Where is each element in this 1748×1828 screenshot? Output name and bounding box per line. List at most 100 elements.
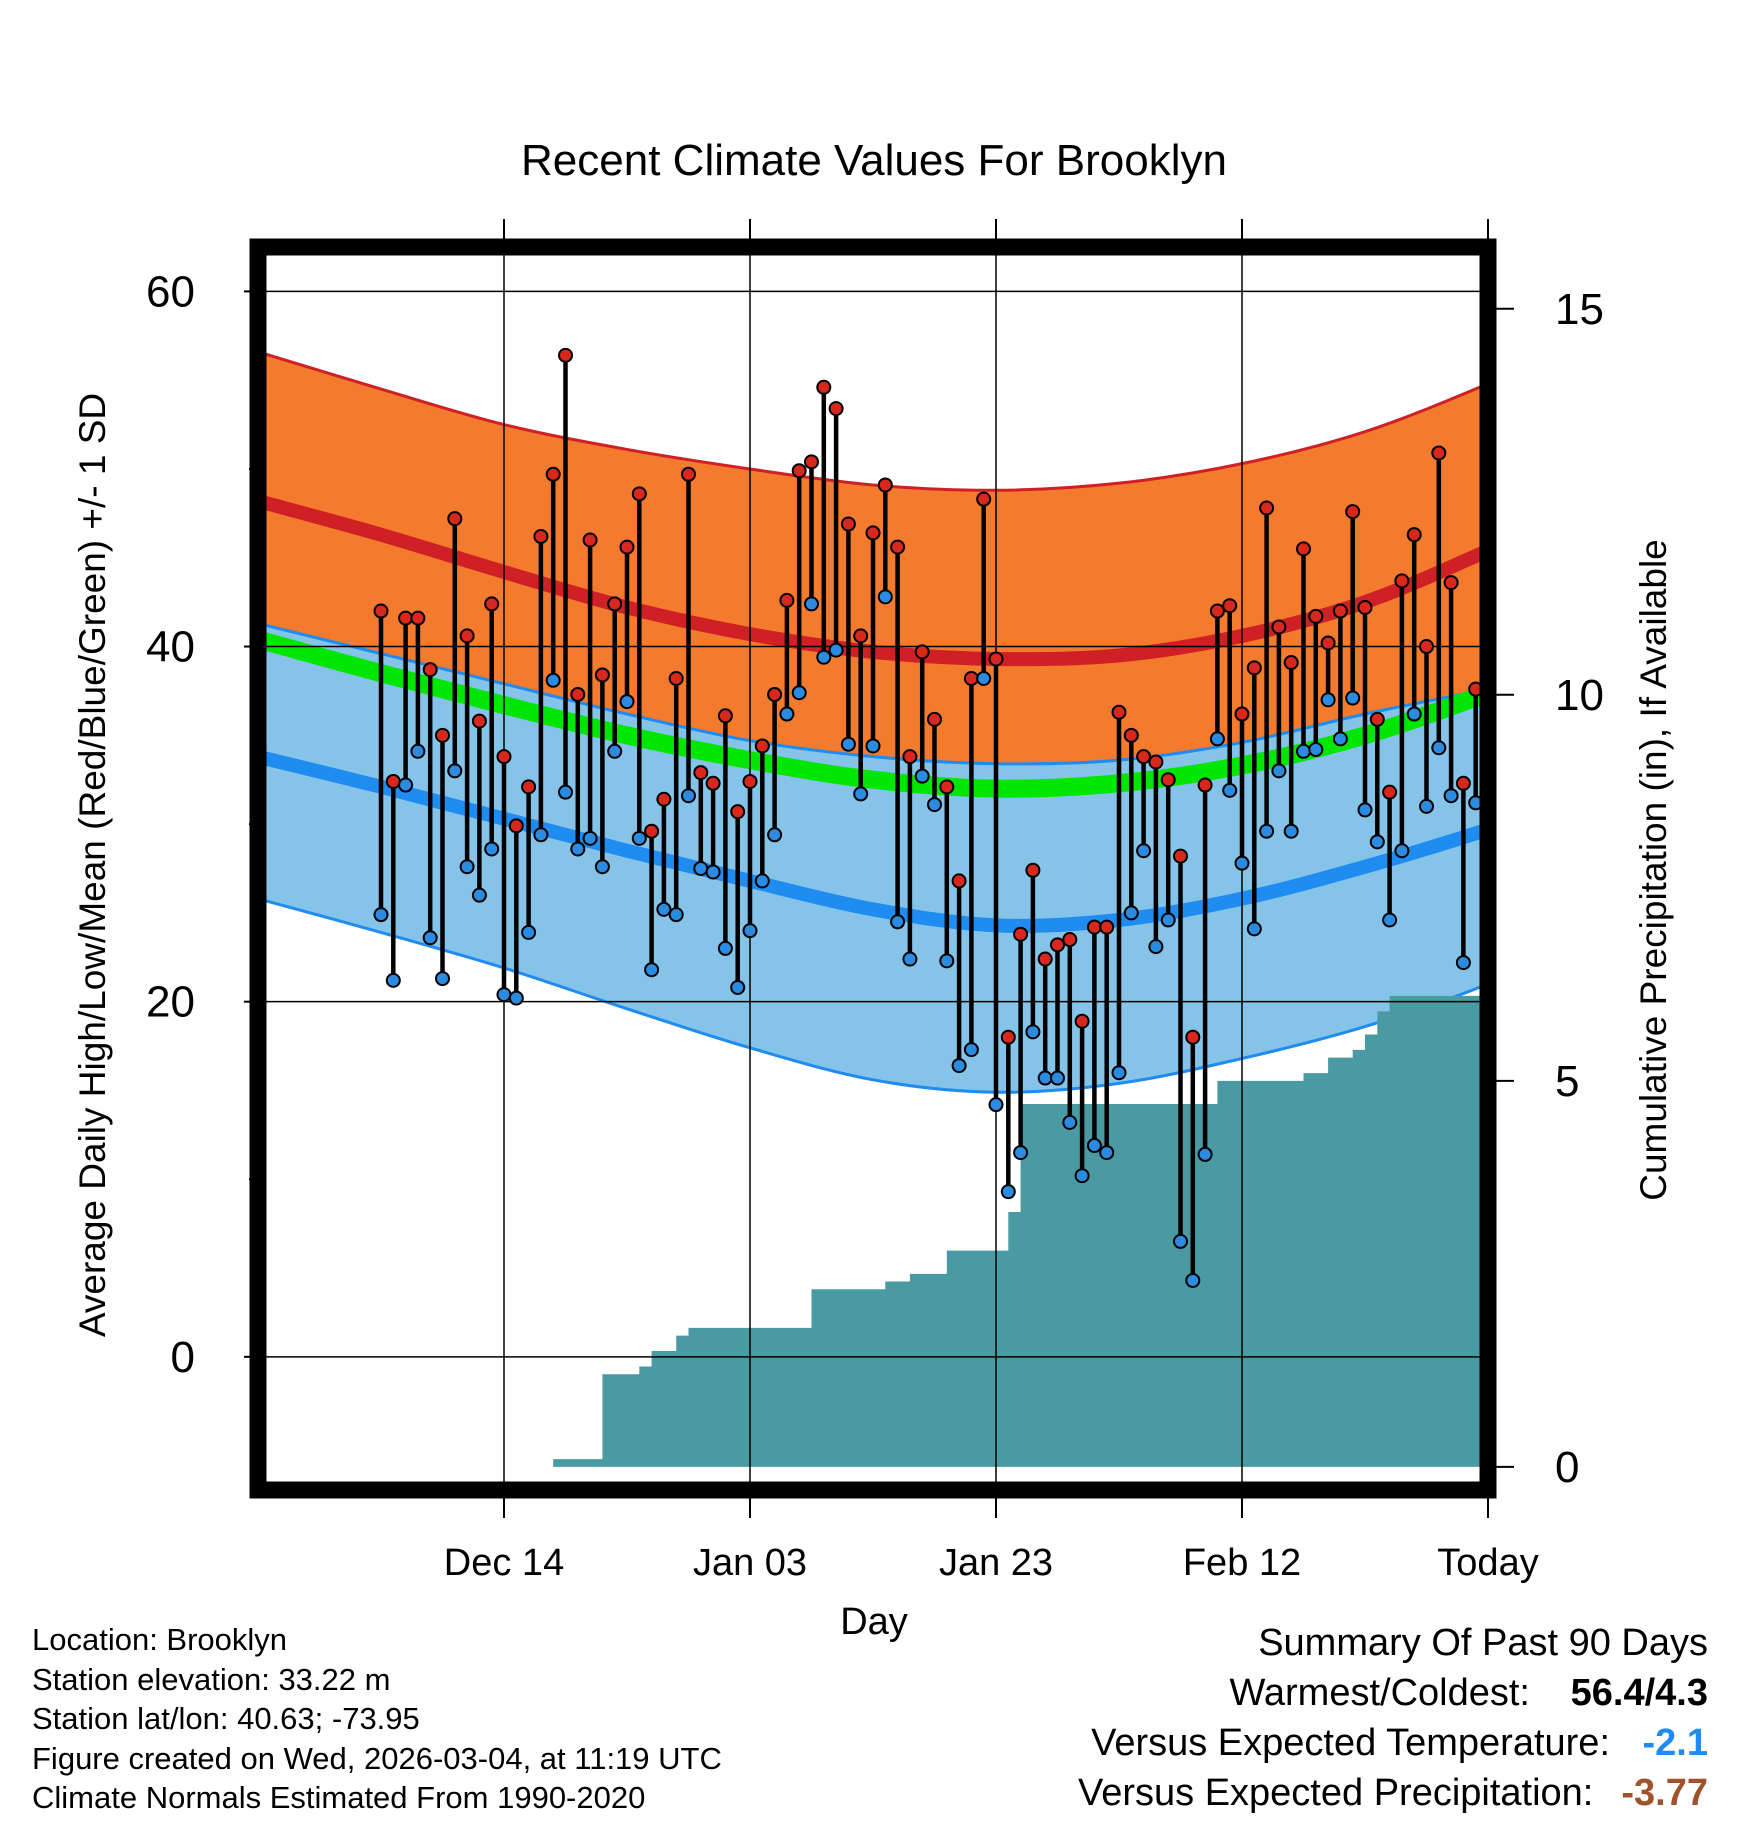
daily-high-dot (705, 775, 721, 791)
daily-high-dot (1111, 704, 1127, 720)
daily-low-dot (890, 914, 906, 930)
daily-low-dot (1369, 834, 1385, 850)
daily-low-dot (1308, 742, 1324, 758)
daily-low-dot (422, 930, 438, 946)
daily-high-dot (1037, 951, 1053, 967)
temp-row: Versus Expected Temperature: -2.1 (1078, 1718, 1708, 1768)
daily-low-dot (963, 1042, 979, 1058)
daily-low-dot (927, 797, 942, 813)
daily-high-dot (779, 592, 795, 608)
daily-high-dot (791, 463, 807, 479)
temp-value: -2.1 (1642, 1722, 1708, 1764)
daily-high-dot (1382, 784, 1398, 800)
normals-text: Climate Normals Estimated From 1990-2020 (32, 1780, 646, 1815)
daily-high-dot (1123, 727, 1139, 743)
daily-high-dot (1000, 1029, 1016, 1045)
precip-row: Versus Expected Precipitation: -3.77 (1078, 1768, 1708, 1818)
y-tick-label: 0 (171, 1333, 195, 1382)
station-info: Location: Brooklyn Station elevation: 33… (32, 1620, 722, 1818)
daily-low-dot (1394, 843, 1410, 859)
y2-tick-label: 5 (1555, 1057, 1579, 1106)
daily-low-dot (373, 907, 389, 923)
daily-low-dot (594, 859, 610, 875)
daily-low-dot (840, 736, 856, 752)
daily-low-dot (976, 670, 992, 686)
daily-high-dot (988, 651, 1004, 667)
daily-low-dot (865, 738, 881, 754)
warm-cold-row: Warmest/Coldest: 56.4/4.3 (1078, 1668, 1708, 1718)
daily-low-dot (1050, 1070, 1065, 1086)
daily-high-dot (828, 401, 844, 417)
daily-high-dot (435, 727, 450, 743)
daily-high-dot (1246, 660, 1262, 676)
x-tick-label: Feb 12 (1183, 1542, 1301, 1584)
daily-low-dot (705, 864, 721, 880)
daily-high-dot (717, 708, 733, 724)
daily-low-dot (570, 841, 586, 857)
daily-low-dot (902, 951, 918, 967)
daily-low-dot (1185, 1272, 1201, 1288)
daily-low-dot (988, 1097, 1004, 1113)
daily-low-dot (521, 924, 537, 940)
y-tick-label: 40 (146, 623, 195, 672)
normal-high-line (258, 494, 1488, 667)
daily-low-dot (582, 830, 598, 846)
daily-low-dot (730, 979, 746, 995)
daily-high-dot (570, 686, 586, 702)
daily-high-dot (668, 670, 684, 686)
daily-high-dot (385, 773, 401, 789)
daily-high-dot (1099, 919, 1115, 935)
daily-high-dot (521, 779, 537, 795)
daily-low-dot (1000, 1184, 1016, 1200)
precip-label: Versus Expected Precipitation: (1077, 1772, 1594, 1814)
daily-high-dot (1394, 573, 1410, 589)
daily-high-dot (877, 477, 893, 493)
daily-high-dot (422, 662, 438, 678)
daily-high-dot (1050, 937, 1065, 953)
daily-high-dot (1013, 926, 1029, 942)
daily-high-dot (447, 511, 463, 527)
daily-low-dot (631, 830, 647, 846)
daily-low-dot (1259, 823, 1275, 839)
daily-low-dot (693, 861, 709, 876)
daily-high-dot (1160, 772, 1176, 788)
daily-high-dot (681, 466, 696, 482)
daily-low-dot (1099, 1145, 1115, 1161)
daily-low-dot (1332, 731, 1348, 747)
x-tick-label: Today (1437, 1542, 1538, 1584)
daily-low-dot (1345, 690, 1361, 706)
daily-low-dot (1074, 1168, 1090, 1184)
daily-low-dot (1013, 1145, 1029, 1161)
daily-high-dot (619, 539, 635, 555)
daily-high-dot (644, 823, 660, 839)
daily-high-dot (804, 454, 819, 470)
y2-axis-label: Cumulative Precipitation (in), If Availa… (1633, 539, 1674, 1201)
daily-low-dot (656, 901, 672, 917)
daily-low-dot (828, 642, 844, 658)
daily-low-dot (1443, 788, 1459, 804)
daily-high-dot (1431, 445, 1447, 461)
daily-high-dot (656, 791, 672, 807)
plot-frame (249, 238, 1497, 1499)
normal-mean-line (258, 630, 1488, 798)
created-text: Figure created on Wed, 2026-03-04, at 11… (32, 1740, 722, 1776)
daily-low-dot (1136, 843, 1152, 859)
daily-high-dot (693, 765, 709, 781)
daily-low-dot (1197, 1146, 1213, 1162)
daily-low-dot (1123, 905, 1139, 921)
daily-low-dot (853, 786, 869, 802)
daily-low-dot (435, 971, 450, 987)
daily-high-dot (373, 603, 389, 619)
daily-high-dot (1332, 603, 1348, 619)
summary-heading: Summary Of Past 90 Days (1258, 1622, 1708, 1664)
daily-high-dot (1197, 777, 1213, 793)
daily-low-dot (545, 672, 561, 688)
daily-high-dot (1320, 635, 1336, 651)
warm-cold-value: 56.4/4.3 (1570, 1672, 1708, 1714)
daily-high-dot (1357, 599, 1373, 615)
daily-low-dot (1037, 1070, 1053, 1086)
daily-low-dot (1296, 743, 1311, 759)
window-label-number: 90 (1494, 1389, 1534, 1430)
